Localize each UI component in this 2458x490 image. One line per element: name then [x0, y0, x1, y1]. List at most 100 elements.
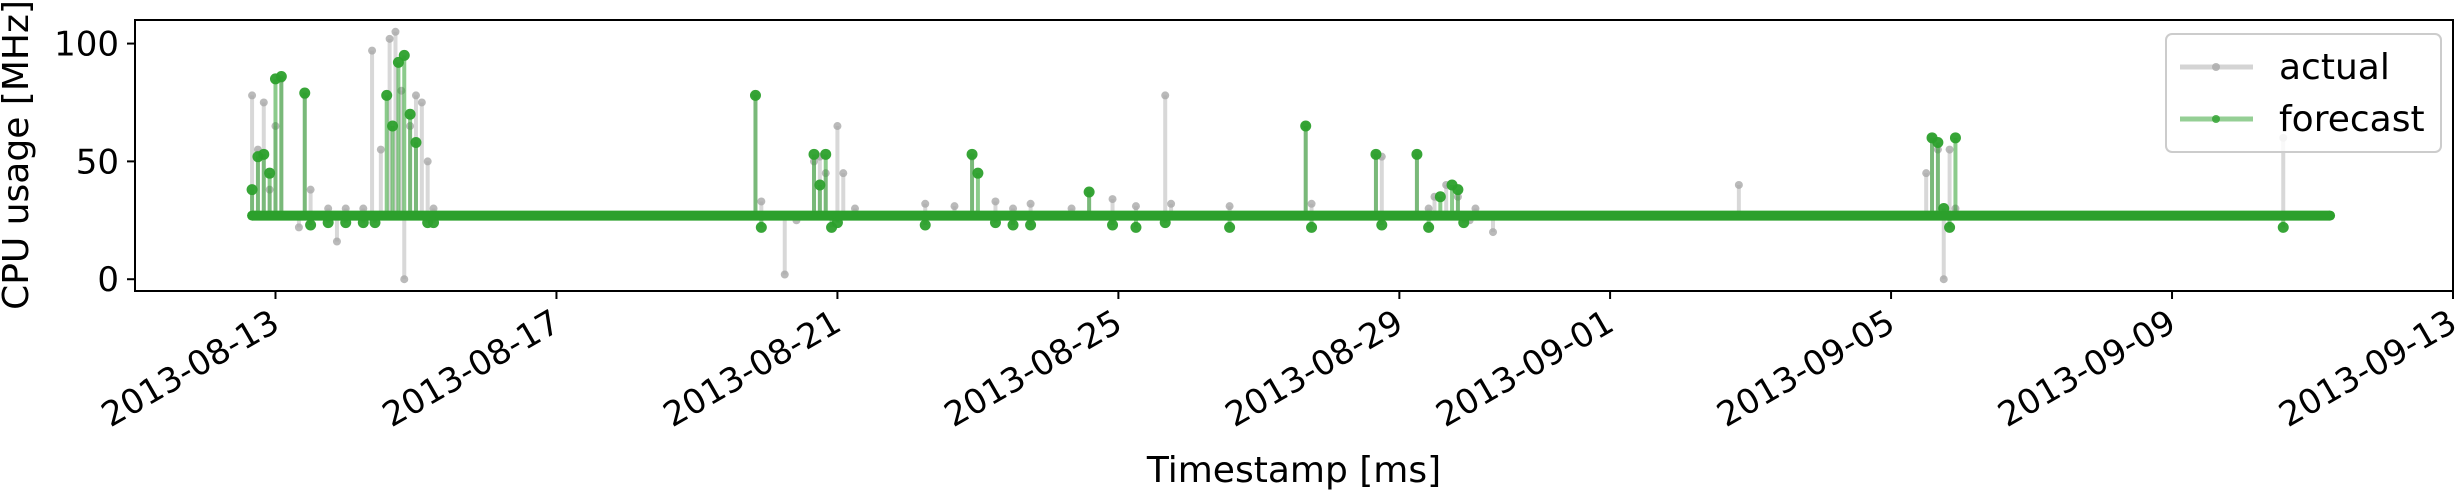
actual-point — [259, 98, 268, 107]
actual-point — [385, 34, 394, 43]
actual-point — [1307, 199, 1316, 208]
actual-point — [306, 185, 315, 194]
forecast-point — [305, 219, 317, 231]
x-tick-label: 2013-09-01 — [1429, 302, 1620, 435]
actual-point — [368, 46, 377, 55]
forecast-point — [322, 217, 334, 229]
actual-point — [780, 270, 789, 279]
forecast-point — [387, 120, 399, 132]
actual-point — [1131, 202, 1140, 211]
actual-point — [833, 122, 842, 131]
actual-point — [1161, 91, 1170, 100]
x-axis: 2013-08-13 2013-08-17 2013-08-21 2013-08-25… — [95, 291, 2458, 436]
actual-point — [332, 237, 341, 246]
forecast-point — [1938, 203, 1950, 215]
forecast-point — [428, 217, 440, 229]
legend-box — [2165, 33, 2442, 153]
forecast-point — [919, 219, 931, 231]
actual-point — [1225, 202, 1234, 211]
actual-point — [400, 275, 409, 284]
actual-point — [359, 204, 368, 213]
forecast-point — [1949, 132, 1961, 144]
actual-point — [1922, 169, 1931, 178]
actual-point — [921, 199, 930, 208]
forecast-point — [246, 184, 258, 196]
forecast-point — [381, 89, 393, 101]
actual-point — [423, 157, 432, 166]
forecast-point — [1370, 148, 1382, 160]
y-axis: 0 50 100 — [54, 25, 135, 300]
x-axis-label: Timestamp [ms] — [1146, 450, 1441, 490]
forecast-point — [749, 89, 761, 101]
x-tick-label: 2013-09-05 — [1710, 302, 1901, 435]
y-tick-label: 50 — [76, 142, 119, 182]
legend-actual-marker — [2212, 63, 2220, 71]
actual-point — [1471, 204, 1480, 213]
actual-point — [1026, 199, 1035, 208]
forecast-point — [1224, 221, 1236, 233]
forecast-point — [966, 148, 978, 160]
forecast-point — [989, 217, 1001, 229]
forecast-point — [258, 148, 270, 160]
forecast-point — [340, 217, 352, 229]
actual-point — [1734, 180, 1743, 189]
forecast-point — [2325, 210, 2336, 221]
actual-point — [391, 27, 400, 36]
actual-point — [411, 91, 420, 100]
actual-point — [757, 197, 766, 206]
forecast-point — [1007, 219, 1019, 231]
actual-point — [950, 202, 959, 211]
actual-point — [248, 91, 257, 100]
forecast-point — [831, 217, 843, 229]
forecast-point — [972, 167, 984, 179]
actual-point — [1067, 204, 1076, 213]
actual-point — [1108, 195, 1117, 204]
forecast-point — [1376, 219, 1388, 231]
actual-point — [341, 204, 350, 213]
forecast-point — [820, 148, 832, 160]
forecast-point — [2277, 221, 2289, 233]
actual-point — [850, 204, 859, 213]
forecast-point — [1458, 217, 1470, 229]
forecast-point — [1434, 191, 1446, 203]
actual-point — [1939, 275, 1948, 284]
x-tick-label: 2013-09-13 — [2272, 302, 2458, 435]
actual-point — [1424, 204, 1433, 213]
actual-point — [839, 169, 848, 178]
actual-point — [991, 197, 1000, 206]
x-tick-label: 2013-08-29 — [1219, 302, 1410, 435]
forecast-point — [357, 217, 369, 229]
forecast-point — [1452, 184, 1464, 196]
x-tick-label: 2013-08-13 — [95, 302, 286, 435]
forecast-point — [1306, 221, 1318, 233]
x-tick-label: 2013-08-25 — [938, 302, 1129, 435]
actual-point — [429, 204, 438, 213]
actual-point — [417, 98, 426, 107]
forecast-point — [1130, 221, 1142, 233]
plot-frame — [134, 19, 2454, 292]
forecast-point — [369, 217, 381, 229]
forecast-point — [814, 179, 826, 191]
actual-point — [1167, 199, 1176, 208]
series-forecast — [246, 49, 2336, 233]
forecast-point — [808, 148, 820, 160]
actual-point — [376, 145, 385, 154]
x-tick-label: 2013-08-17 — [376, 302, 567, 435]
actual-point — [1009, 204, 1018, 213]
x-tick-label: 2013-09-09 — [1991, 302, 2182, 435]
forecast-point — [1025, 219, 1037, 231]
forecast-point — [1300, 120, 1312, 132]
forecast-point — [398, 49, 410, 61]
forecast-point — [299, 87, 311, 99]
forecast-point — [264, 167, 276, 179]
y-axis-label: CPU usage [MHz] — [0, 0, 37, 310]
forecast-point — [1944, 221, 1956, 233]
y-tick-label: 100 — [54, 25, 119, 65]
series-actual — [248, 27, 2335, 284]
actual-point — [294, 223, 303, 232]
forecast-point — [410, 137, 422, 149]
forecast-point — [1411, 148, 1423, 160]
forecast-point — [1107, 219, 1119, 231]
legend: actual forecast — [2165, 33, 2442, 153]
actual-point — [324, 204, 333, 213]
